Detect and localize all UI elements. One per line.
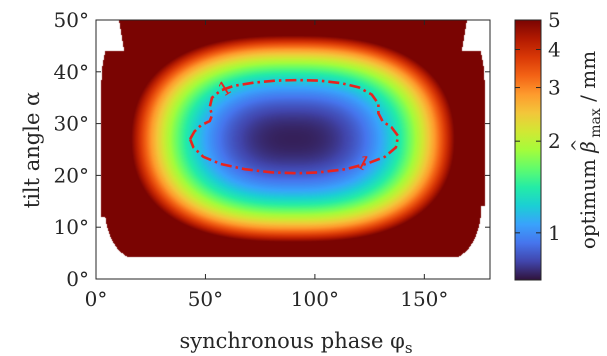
colorbar-ticks: 1 2 3 4 5 <box>515 8 561 245</box>
x-axis-label-subscript: s <box>405 339 413 356</box>
x-axis: 0° 50° 100° 150° <box>85 20 448 311</box>
heatmap-field <box>96 20 490 279</box>
x-tick-label: 150° <box>400 287 448 311</box>
y-tick-label: 50° <box>54 8 89 32</box>
y-tick-label: 40° <box>54 60 89 84</box>
x-axis-label: synchronous phase φs <box>179 329 412 356</box>
colorbar <box>514 19 542 281</box>
colorbar-tick-label: 2 <box>548 129 561 153</box>
plot-frame <box>95 19 491 280</box>
colorbar-tick-label: 4 <box>548 38 561 62</box>
x-tick-label: 50° <box>188 287 223 311</box>
x-tick-label: 100° <box>291 287 339 311</box>
x-tick-label: 0° <box>85 287 108 311</box>
colorbar-tick-label: 5 <box>548 8 561 32</box>
colorbar-label: optimum β^max / mm <box>568 51 604 249</box>
colorbar-label-subscript: max <box>588 108 604 138</box>
y-tick-label: 0° <box>66 267 89 291</box>
colorbar-tick-label: 1 <box>548 221 561 245</box>
y-tick-label: 20° <box>54 163 89 187</box>
y-axis: 0° 10° 20° 30° 40° 50° <box>54 8 490 291</box>
colorbar-label-symbol: β <box>576 141 600 154</box>
y-axis-label: tilt angle α <box>20 92 44 208</box>
y-tick-label: 30° <box>54 112 89 136</box>
colorbar-label-hat: ^ <box>568 139 587 152</box>
contour-line-level-1 <box>188 78 400 175</box>
y-tick-label: 10° <box>54 215 89 239</box>
colorbar-tick-label: 3 <box>548 76 561 100</box>
